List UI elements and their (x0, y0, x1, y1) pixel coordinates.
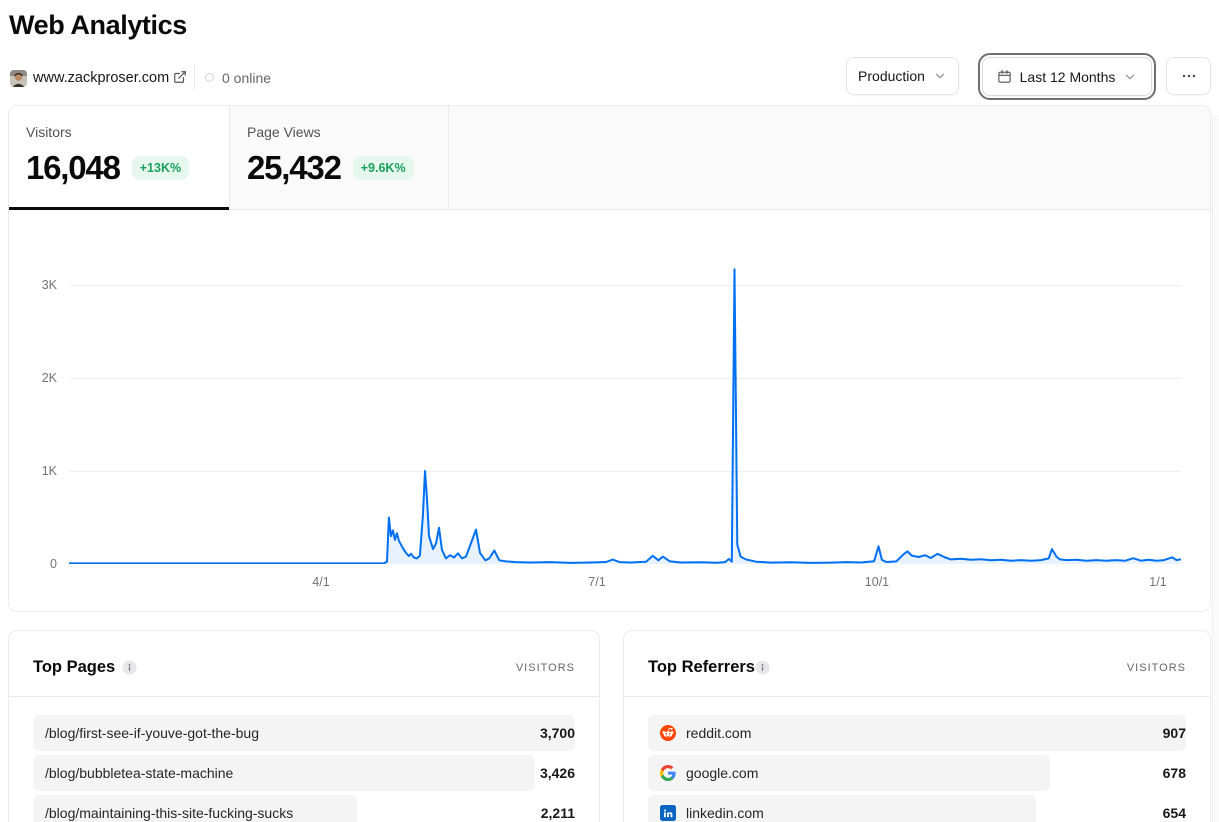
table-row[interactable]: google.com 678 (648, 755, 1186, 791)
divider (194, 64, 195, 90)
row-label: /blog/bubbletea-state-machine (45, 765, 234, 781)
info-icon[interactable] (122, 660, 137, 675)
y-axis-tick-label: 2K (41, 371, 57, 385)
chart-canvas (69, 268, 1181, 564)
page-views-delta-badge: +9.6K% (352, 156, 414, 180)
environment-label: Production (858, 68, 925, 84)
row-proportion-bar (33, 795, 358, 822)
avatar-photo (10, 70, 27, 87)
top-referrers-panel: Top Referrers VISITORS reddit.com 907 go… (623, 630, 1211, 822)
tab-visitors[interactable]: Visitors 16,048 +13K% (9, 106, 229, 210)
table-row[interactable]: /blog/maintaining-this-site-fucking-suck… (33, 795, 575, 822)
panel-header: Top Referrers VISITORS (624, 631, 1210, 697)
gridline (69, 377, 1181, 379)
visitors-delta-badge: +13K% (131, 156, 190, 180)
top-pages-panel: Top Pages VISITORS /blog/first-see-if-yo… (8, 630, 600, 822)
more-options-button[interactable] (1166, 57, 1211, 95)
visitors-area-chart[interactable]: 0 1K 2K 3K 4/1 7/1 10/1 1/1 (42, 264, 1181, 589)
online-status-icon (205, 73, 214, 82)
visitors-column-header: VISITORS (1126, 662, 1186, 674)
date-range-dropdown[interactable]: Last 12 Months (978, 53, 1156, 100)
top-pages-title: Top Pages (33, 658, 116, 676)
row-visitors-value: 2,211 (540, 805, 575, 821)
tab-page-views[interactable]: Page Views 25,432 +9.6K% (229, 106, 449, 210)
top-referrers-title: Top Referrers (648, 658, 755, 676)
row-visitors-value: 678 (1162, 765, 1186, 781)
date-range-label: Last 12 Months (1019, 68, 1116, 85)
x-axis-tick-label: 10/1 (864, 575, 890, 589)
analytics-card: Visitors 16,048 +13K% Page Views 25,432 … (8, 105, 1211, 612)
y-axis-tick-label: 3K (41, 278, 57, 292)
visitors-total: 16,048 (26, 149, 121, 186)
row-label: /blog/first-see-if-youve-got-the-bug (45, 725, 259, 741)
row-label: /blog/maintaining-this-site-fucking-suck… (45, 805, 294, 821)
site-domain-link[interactable]: www.zackproser.com (33, 70, 170, 86)
tab-label: Page Views (247, 124, 321, 140)
environment-dropdown[interactable]: Production (846, 57, 959, 95)
page-title: Web Analytics (9, 10, 187, 40)
avatar (10, 70, 27, 87)
row-visitors-value: 654 (1162, 805, 1186, 821)
row-proportion-bar (648, 715, 1186, 751)
row-proportion-bar (648, 755, 1051, 791)
calendar-icon (997, 70, 1011, 83)
linkedin-icon (660, 805, 676, 821)
table-row[interactable]: linkedin.com 654 (648, 795, 1186, 822)
external-link-icon[interactable] (173, 70, 187, 84)
row-visitors-value: 3,426 (539, 765, 575, 781)
gridline (69, 470, 1181, 472)
chevron-down-icon (935, 73, 945, 79)
ellipsis-icon (1182, 74, 1195, 78)
table-row[interactable]: /blog/bubbletea-state-machine 3,426 (33, 755, 575, 791)
info-icon[interactable] (755, 660, 770, 675)
table-row[interactable]: /blog/first-see-if-youve-got-the-bug 3,7… (33, 715, 575, 751)
tab-label: Visitors (26, 124, 72, 140)
gridline (69, 284, 1181, 286)
top-pages-list: /blog/first-see-if-youve-got-the-bug 3,7… (33, 715, 575, 822)
x-axis-tick-label: 4/1 (312, 575, 330, 589)
row-proportion-bar (33, 715, 575, 751)
page-views-total: 25,432 (247, 149, 342, 186)
y-axis-tick-label: 1K (41, 464, 57, 478)
chevron-down-icon (1126, 74, 1135, 79)
visitors-column-header: VISITORS (515, 662, 575, 674)
y-axis-tick-label: 0 (50, 557, 57, 571)
x-axis-tick-label: 1/1 (1149, 575, 1167, 589)
table-row[interactable]: reddit.com 907 (648, 715, 1186, 751)
row-visitors-value: 907 (1162, 725, 1186, 741)
row-label: reddit.com (660, 715, 751, 751)
panel-header: Top Pages VISITORS (9, 631, 599, 697)
row-proportion-bar (648, 795, 1036, 822)
row-label: linkedin.com (660, 795, 764, 822)
row-visitors-value: 3,700 (539, 725, 575, 741)
google-icon (660, 765, 676, 781)
online-status: 0 online (222, 70, 272, 86)
x-axis-tick-label: 7/1 (588, 575, 606, 589)
row-label: google.com (660, 755, 758, 791)
top-referrers-list: reddit.com 907 google.com 678 linkedin.c… (648, 715, 1186, 822)
row-proportion-bar (33, 755, 535, 791)
reddit-icon (660, 725, 676, 741)
scrollbar[interactable] (1212, 115, 1219, 822)
